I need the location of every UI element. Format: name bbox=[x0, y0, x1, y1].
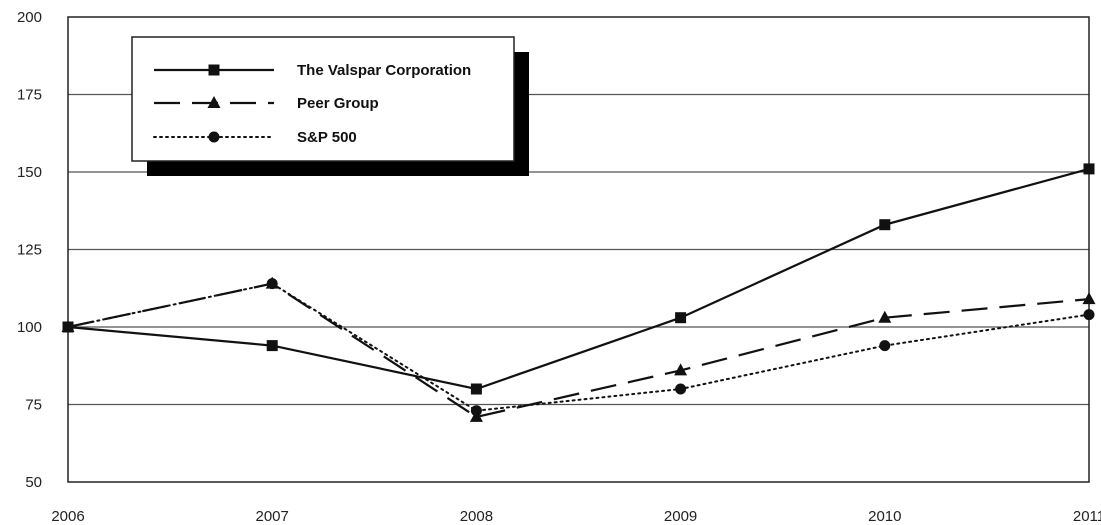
legend-box bbox=[131, 36, 515, 162]
y-tick-label: 75 bbox=[25, 397, 42, 414]
legend-item: S&P 500 bbox=[153, 129, 357, 146]
x-tick-label: 2011 bbox=[1073, 508, 1101, 525]
x-tick-label: 2010 bbox=[868, 508, 901, 525]
x-tick-label: 2008 bbox=[460, 508, 493, 525]
plot-frame bbox=[67, 16, 1090, 483]
legend-item: The Valspar Corporation bbox=[154, 62, 471, 79]
legend-marker bbox=[208, 131, 220, 143]
data-point-marker bbox=[265, 276, 279, 289]
legend-marker bbox=[207, 96, 221, 108]
y-tick-label: 175 bbox=[17, 87, 42, 104]
legend-label: S&P 500 bbox=[297, 129, 357, 146]
legend-label: The Valspar Corporation bbox=[297, 62, 471, 79]
data-point-marker bbox=[470, 383, 482, 395]
data-point-marker bbox=[674, 363, 688, 376]
legend-label: Peer Group bbox=[297, 95, 379, 112]
y-tick-label: 125 bbox=[17, 242, 42, 259]
series-line bbox=[67, 282, 1090, 419]
y-axis-tick-labels: 50 75 100 125 150 175 200 bbox=[17, 9, 42, 491]
series-line bbox=[67, 282, 1090, 412]
y-tick-label: 100 bbox=[17, 319, 42, 336]
series-line bbox=[67, 167, 1090, 391]
legend-items: The Valspar Corporation Peer Group S&P 500 bbox=[153, 62, 471, 146]
data-point-marker bbox=[62, 321, 74, 333]
y-tick-label: 50 bbox=[25, 474, 42, 491]
data-point-marker bbox=[879, 340, 891, 352]
x-tick-label: 2007 bbox=[256, 508, 289, 525]
x-tick-label: 2006 bbox=[51, 508, 84, 525]
legend-item: Peer Group bbox=[154, 95, 379, 112]
data-point-marker bbox=[1082, 292, 1096, 305]
data-point-marker bbox=[879, 219, 891, 231]
y-tick-label: 200 bbox=[17, 9, 42, 26]
series-3 bbox=[62, 278, 1095, 417]
data-point-marker bbox=[878, 310, 892, 323]
data-point-marker bbox=[675, 383, 687, 395]
x-axis-tick-labels: 2006 2007 2008 2009 2010 2011 bbox=[51, 508, 1101, 525]
data-point-marker bbox=[266, 340, 278, 352]
data-point-marker bbox=[1083, 163, 1095, 175]
data-point-marker bbox=[469, 409, 483, 422]
y-tick-label: 150 bbox=[17, 164, 42, 181]
x-tick-label: 2009 bbox=[664, 508, 697, 525]
data-point-marker bbox=[1083, 309, 1095, 321]
data-point-marker bbox=[675, 312, 687, 324]
series-group bbox=[61, 163, 1096, 422]
series-1 bbox=[62, 163, 1095, 395]
legend-marker bbox=[208, 64, 220, 76]
legend: The Valspar Corporation Peer Group S&P 500 bbox=[131, 36, 529, 176]
